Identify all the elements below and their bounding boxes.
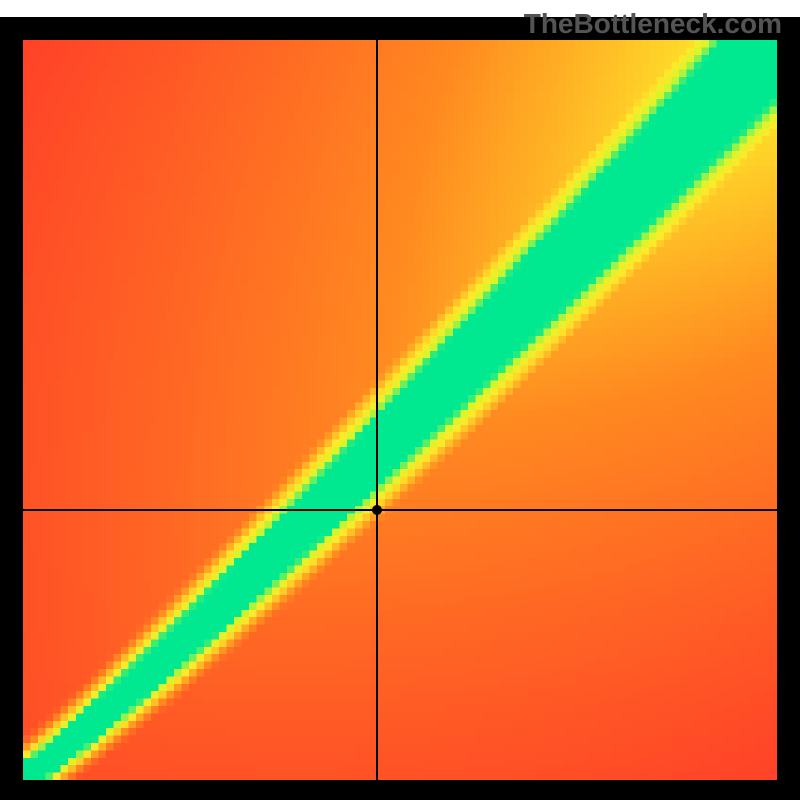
frame-left	[0, 17, 23, 800]
frame-bottom	[0, 780, 800, 800]
crosshair-vertical	[376, 40, 378, 780]
watermark-text: TheBottleneck.com	[524, 8, 782, 40]
frame-right	[777, 17, 800, 800]
heatmap-plot	[23, 40, 777, 780]
crosshair-marker	[372, 505, 382, 515]
crosshair-horizontal	[23, 509, 777, 511]
chart-container: TheBottleneck.com	[0, 0, 800, 800]
heatmap-canvas	[23, 40, 777, 780]
